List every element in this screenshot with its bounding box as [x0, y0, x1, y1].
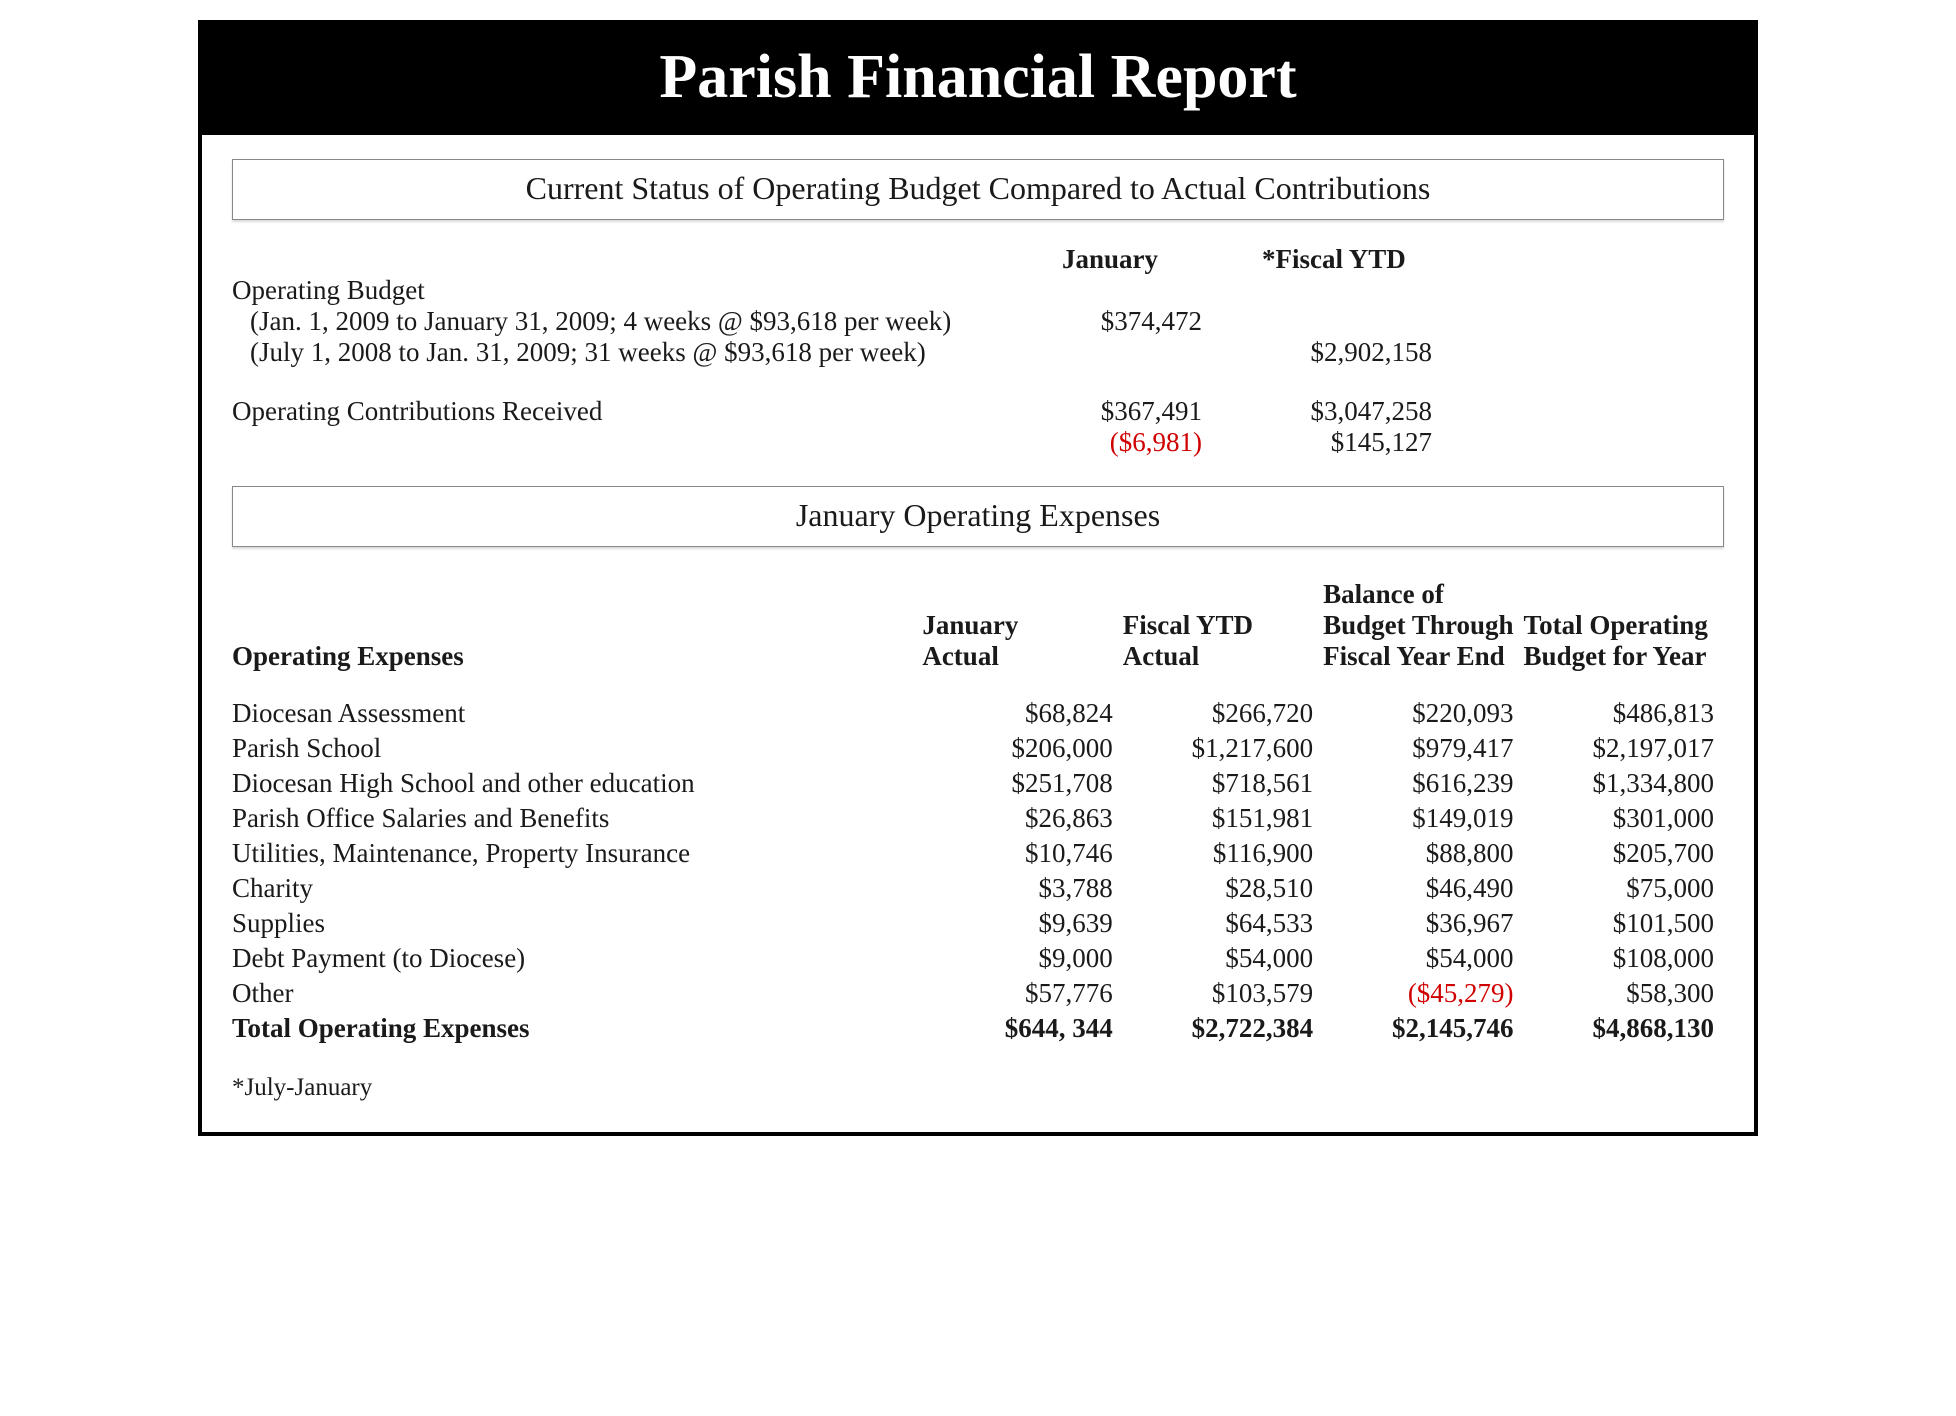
- exp-total-label: Total Operating Expenses: [232, 1011, 922, 1046]
- exp-bal: $220,093: [1323, 696, 1523, 731]
- exp-ytd: $116,900: [1123, 836, 1323, 871]
- exp-bal: $149,019: [1323, 801, 1523, 836]
- exp-ytd: $1,217,600: [1123, 731, 1323, 766]
- exp-total: $301,000: [1524, 801, 1724, 836]
- exp-col-total: Total OperatingBudget for Year: [1524, 577, 1724, 682]
- exp-label: Other: [232, 976, 922, 1011]
- operating-budget-label: Operating Budget: [232, 275, 1002, 306]
- table-row: Parish Office Salaries and Benefits$26,8…: [232, 801, 1724, 836]
- exp-bal: $54,000: [1323, 941, 1523, 976]
- expenses-section-header: January Operating Expenses: [232, 486, 1724, 547]
- report-body: Current Status of Operating Budget Compa…: [202, 135, 1754, 1132]
- exp-bal: $46,490: [1323, 871, 1523, 906]
- table-row: Diocesan High School and other education…: [232, 766, 1724, 801]
- budget-line1-label: (Jan. 1, 2009 to January 31, 2009; 4 wee…: [232, 306, 1002, 337]
- exp-bal: $616,239: [1323, 766, 1523, 801]
- footnote: *July-January: [232, 1074, 1724, 1102]
- exp-col-bal: Balance ofBudget ThroughFiscal Year End: [1323, 577, 1523, 682]
- table-row: Debt Payment (to Diocese)$9,000$54,000$5…: [232, 941, 1724, 976]
- diff-ytd: $145,127: [1232, 427, 1462, 458]
- budget-section-header: Current Status of Operating Budget Compa…: [232, 159, 1724, 220]
- exp-label: Diocesan Assessment: [232, 696, 922, 731]
- exp-bal: $979,417: [1323, 731, 1523, 766]
- exp-total-bal: $2,145,746: [1323, 1011, 1523, 1046]
- exp-jan: $206,000: [922, 731, 1122, 766]
- expenses-table: Operating Expenses JanuaryActual Fiscal …: [232, 577, 1724, 1046]
- exp-total-ytd: $2,722,384: [1123, 1011, 1323, 1046]
- exp-jan: $57,776: [922, 976, 1122, 1011]
- exp-col-jan: JanuaryActual: [922, 577, 1122, 682]
- exp-label: Parish Office Salaries and Benefits: [232, 801, 922, 836]
- exp-label: Debt Payment (to Diocese): [232, 941, 922, 976]
- exp-col-label: Operating Expenses: [232, 577, 922, 682]
- diff-jan: ($6,981): [1002, 427, 1232, 458]
- exp-bal: $36,967: [1323, 906, 1523, 941]
- exp-jan: $68,824: [922, 696, 1122, 731]
- exp-label: Supplies: [232, 906, 922, 941]
- table-row: Supplies$9,639$64,533$36,967$101,500: [232, 906, 1724, 941]
- exp-total: $486,813: [1524, 696, 1724, 731]
- table-total-row: Total Operating Expenses$644, 344$2,722,…: [232, 1011, 1724, 1046]
- exp-col-ytd: Fiscal YTDActual: [1123, 577, 1323, 682]
- exp-total: $58,300: [1524, 976, 1724, 1011]
- exp-total: $101,500: [1524, 906, 1724, 941]
- exp-total: $2,197,017: [1524, 731, 1724, 766]
- budget-line2-label: (July 1, 2008 to Jan. 31, 2009; 31 weeks…: [232, 337, 1002, 368]
- exp-ytd: $103,579: [1123, 976, 1323, 1011]
- exp-total: $205,700: [1524, 836, 1724, 871]
- table-row: Utilities, Maintenance, Property Insuran…: [232, 836, 1724, 871]
- report-title: Parish Financial Report: [202, 24, 1754, 135]
- exp-label: Charity: [232, 871, 922, 906]
- exp-label: Parish School: [232, 731, 922, 766]
- exp-jan: $26,863: [922, 801, 1122, 836]
- exp-jan: $3,788: [922, 871, 1122, 906]
- table-row: Diocesan Assessment$68,824$266,720$220,0…: [232, 696, 1724, 731]
- report-frame: Parish Financial Report Current Status o…: [198, 20, 1758, 1136]
- exp-label: Diocesan High School and other education: [232, 766, 922, 801]
- budget-line1-jan: $374,472: [1002, 306, 1232, 337]
- budget-col-ytd-header: *Fiscal YTD: [1232, 244, 1462, 275]
- contributions-ytd: $3,047,258: [1232, 396, 1462, 427]
- exp-jan: $9,639: [922, 906, 1122, 941]
- table-row: Charity$3,788$28,510$46,490$75,000: [232, 871, 1724, 906]
- exp-jan: $251,708: [922, 766, 1122, 801]
- exp-jan: $10,746: [922, 836, 1122, 871]
- exp-total-jan: $644, 344: [922, 1011, 1122, 1046]
- exp-total-total: $4,868,130: [1524, 1011, 1724, 1046]
- contributions-label: Operating Contributions Received: [232, 396, 1002, 427]
- exp-ytd: $718,561: [1123, 766, 1323, 801]
- table-row: Other$57,776$103,579($45,279)$58,300: [232, 976, 1724, 1011]
- exp-jan: $9,000: [922, 941, 1122, 976]
- exp-bal: ($45,279): [1323, 976, 1523, 1011]
- table-row: Parish School$206,000$1,217,600$979,417$…: [232, 731, 1724, 766]
- exp-ytd: $151,981: [1123, 801, 1323, 836]
- exp-ytd: $64,533: [1123, 906, 1323, 941]
- exp-label: Utilities, Maintenance, Property Insuran…: [232, 836, 922, 871]
- exp-total: $75,000: [1524, 871, 1724, 906]
- budget-col-jan-header: January: [1002, 244, 1232, 275]
- exp-bal: $88,800: [1323, 836, 1523, 871]
- budget-line2-ytd: $2,902,158: [1232, 337, 1462, 368]
- contributions-jan: $367,491: [1002, 396, 1232, 427]
- exp-ytd: $54,000: [1123, 941, 1323, 976]
- exp-ytd: $28,510: [1123, 871, 1323, 906]
- exp-total: $108,000: [1524, 941, 1724, 976]
- exp-ytd: $266,720: [1123, 696, 1323, 731]
- exp-total: $1,334,800: [1524, 766, 1724, 801]
